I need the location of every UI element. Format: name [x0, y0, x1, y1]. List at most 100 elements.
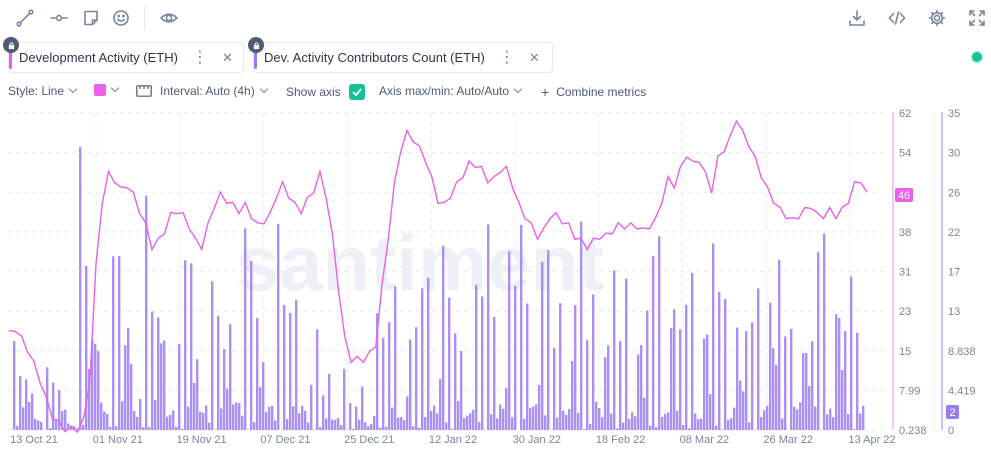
contributors-bar	[403, 420, 406, 430]
contributors-bar	[553, 347, 556, 430]
interval-dropdown[interactable]: Interval: Auto (4h)	[136, 84, 268, 98]
y-left-tick-label: 31	[899, 267, 911, 279]
contributors-bar	[82, 424, 85, 430]
contributors-bar	[328, 373, 331, 430]
contributors-bar	[304, 410, 307, 430]
metric-tag-contributors-count[interactable]: Dev. Activity Contributors Count (ETH) ⋮…	[248, 37, 553, 73]
contributors-bar	[28, 401, 31, 430]
line-draw-icon[interactable]	[14, 7, 36, 29]
contributors-bar	[400, 417, 403, 430]
eye-icon[interactable]	[158, 7, 180, 29]
contributors-bar	[562, 410, 565, 430]
toolbar-separator	[144, 6, 145, 30]
chart-area[interactable]: santiment 625446383123157.990.238 353026…	[0, 104, 991, 454]
settings-icon[interactable]	[926, 7, 948, 29]
contributors-bar	[193, 383, 196, 430]
contributors-bar	[454, 333, 457, 430]
contributors-bar	[541, 261, 544, 430]
contributors-bar	[763, 410, 766, 430]
current-activity-value: 46	[898, 190, 910, 202]
x-axis: 13 Oct 21 01 Nov 21 19 Nov 21 07 Dec 21 25 D…	[10, 434, 895, 446]
contributors-bar	[352, 428, 355, 430]
contributors-bar	[646, 310, 649, 430]
contributors-bar	[520, 224, 523, 430]
contributors-bar	[298, 413, 301, 430]
contributors-bar	[862, 405, 865, 430]
contributors-bar	[103, 411, 106, 430]
x-tick-label: 19 Nov 21	[177, 434, 227, 446]
style-dropdown[interactable]: Style: Line	[8, 84, 78, 98]
contributors-bar	[79, 147, 82, 430]
development-activity-line	[8, 119, 868, 434]
contributors-bar	[310, 384, 313, 430]
download-icon[interactable]	[846, 7, 868, 29]
axis-maxmin-label: Axis max/min: Auto/Auto	[379, 84, 510, 98]
close-icon[interactable]: ✕	[528, 49, 540, 65]
contributors-bar	[349, 402, 352, 430]
contributors-bar	[217, 315, 220, 430]
y-right-tick-label: 13	[948, 306, 960, 318]
color-picker[interactable]	[94, 83, 120, 96]
contributors-bar	[343, 368, 346, 430]
y-left-tick-label: 54	[899, 148, 911, 160]
note-icon[interactable]	[80, 7, 102, 29]
contributors-bar	[256, 317, 259, 430]
x-tick-label: 13 Oct 21	[10, 434, 58, 446]
contributors-bar	[583, 429, 586, 430]
show-axis-toggle[interactable]: Show axis	[286, 84, 365, 100]
contributors-bar	[262, 362, 265, 430]
contributors-bar	[22, 407, 25, 430]
contributors-bar	[568, 409, 571, 430]
contributors-bar	[691, 272, 694, 430]
contributors-bar	[130, 364, 133, 430]
axis-maxmin-dropdown[interactable]: Axis max/min: Auto/Auto	[379, 84, 523, 98]
contributors-bar	[184, 260, 187, 430]
contributors-bar	[832, 417, 835, 430]
contributors-bar	[598, 408, 601, 430]
contributors-bar	[187, 406, 190, 430]
contributors-bar	[769, 302, 772, 430]
contributors-bar	[637, 354, 640, 430]
x-tick-label: 13 Apr 22	[848, 434, 895, 446]
contributors-bar	[331, 419, 334, 430]
x-tick-label: 18 Feb 22	[596, 434, 646, 446]
contributors-bar	[406, 396, 409, 430]
horizontal-line-icon[interactable]	[48, 7, 70, 29]
close-icon[interactable]: ✕	[221, 49, 233, 65]
fullscreen-icon[interactable]	[966, 7, 988, 29]
contributors-bar	[388, 322, 391, 430]
contributors-bar	[67, 423, 70, 430]
combine-metrics-label: Combine metrics	[556, 85, 647, 99]
contributors-bar	[52, 382, 55, 430]
contributors-bar	[586, 340, 589, 430]
metric-tag-dev-activity[interactable]: Development Activity (ETH) ⋮ ✕	[3, 37, 244, 73]
checkbox-checked-icon[interactable]	[348, 84, 365, 100]
contributors-bar	[139, 398, 142, 430]
contributors-bar	[190, 263, 193, 430]
emoji-icon[interactable]	[110, 7, 132, 29]
more-options-icon[interactable]: ⋮	[498, 48, 515, 66]
contributors-bar	[379, 427, 382, 430]
combine-metrics-button[interactable]: + Combine metrics	[541, 84, 646, 100]
contributors-bar	[622, 422, 625, 430]
contributors-bar	[229, 324, 232, 430]
contributors-bar	[172, 410, 175, 430]
contributors-bar	[211, 281, 214, 430]
contributors-bar	[100, 402, 103, 430]
contributors-bar	[448, 297, 451, 430]
chart-toolbar	[0, 0, 991, 36]
more-options-icon[interactable]: ⋮	[191, 48, 208, 66]
contributors-bar	[481, 296, 484, 430]
contributors-bar	[223, 349, 226, 430]
contributors-bar	[499, 404, 502, 430]
contributors-bar	[556, 417, 559, 430]
contributors-bar	[64, 409, 67, 430]
x-tick-label: 30 Jan 22	[513, 434, 561, 446]
contributors-bar	[124, 345, 127, 430]
contributors-bar	[694, 413, 697, 430]
color-swatch	[94, 84, 106, 96]
contributors-bar	[430, 411, 433, 430]
contributors-bar	[727, 419, 730, 430]
y-left-tick-label: 7.99	[899, 385, 920, 397]
embed-code-icon[interactable]	[886, 7, 908, 29]
